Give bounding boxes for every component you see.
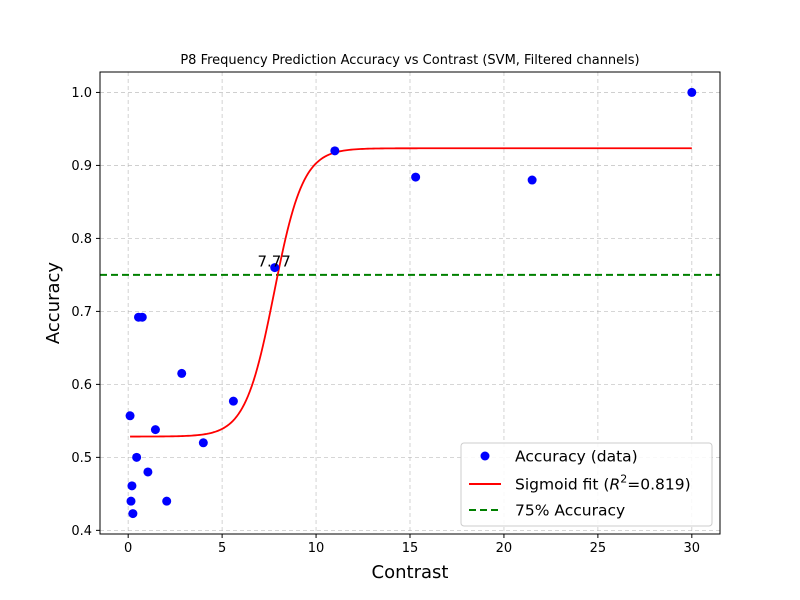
legend-label-fit: Sigmoid fit (R2=0.819) bbox=[515, 473, 691, 494]
data-point bbox=[126, 496, 136, 506]
legend-marker-data bbox=[480, 451, 490, 461]
data-point bbox=[128, 509, 138, 519]
y-tick-label: 1.0 bbox=[71, 86, 92, 101]
x-tick-label: 10 bbox=[308, 541, 325, 556]
data-point bbox=[527, 175, 537, 185]
data-point bbox=[162, 496, 172, 506]
legend-box bbox=[460, 442, 713, 527]
x-tick-label: 0 bbox=[124, 541, 132, 556]
x-tick-label: 20 bbox=[496, 541, 513, 556]
legend-label-threshold: 75% Accuracy bbox=[515, 502, 625, 520]
data-point bbox=[270, 263, 280, 273]
x-axis-label: Contrast bbox=[372, 562, 449, 583]
annotation-layer: 7.77 bbox=[257, 253, 290, 271]
data-point bbox=[228, 396, 238, 406]
data-point bbox=[198, 438, 208, 448]
data-point bbox=[687, 87, 697, 97]
legend-label-data: Accuracy (data) bbox=[515, 448, 638, 466]
y-axis-label: Accuracy bbox=[43, 262, 64, 345]
y-axis: 0.4 0.5 0.6 0.7 0.8 0.9 1.0 bbox=[71, 86, 100, 539]
data-point bbox=[330, 146, 340, 156]
data-point bbox=[143, 467, 153, 477]
grid bbox=[100, 72, 720, 534]
data-point bbox=[137, 312, 147, 322]
x-tick-label: 5 bbox=[218, 541, 226, 556]
y-tick-label: 0.6 bbox=[71, 378, 92, 393]
data-point bbox=[411, 172, 421, 182]
y-tick-label: 0.8 bbox=[71, 232, 92, 247]
legend: Accuracy (data) Sigmoid fit (R2=0.819) 75%… bbox=[460, 442, 713, 527]
sigmoid-fit-line bbox=[130, 147, 692, 438]
series-layer bbox=[100, 87, 720, 519]
y-tick-label: 0.7 bbox=[71, 305, 92, 320]
y-tick-label: 0.9 bbox=[71, 159, 92, 174]
x-tick-label: 15 bbox=[402, 541, 419, 556]
data-point bbox=[127, 481, 137, 491]
x-tick-label: 25 bbox=[590, 541, 607, 556]
data-point bbox=[177, 368, 187, 378]
midpoint-annotation: 7.77 bbox=[257, 253, 290, 271]
chart-title: P8 Frequency Prediction Accuracy vs Cont… bbox=[180, 53, 639, 68]
data-point bbox=[125, 411, 135, 421]
y-tick-label: 0.5 bbox=[71, 451, 92, 466]
y-tick-label: 0.4 bbox=[71, 524, 92, 539]
x-axis: 0 5 10 15 20 25 30 bbox=[124, 534, 700, 556]
x-tick-label: 30 bbox=[684, 541, 701, 556]
data-point bbox=[132, 452, 142, 462]
data-point bbox=[150, 425, 160, 435]
